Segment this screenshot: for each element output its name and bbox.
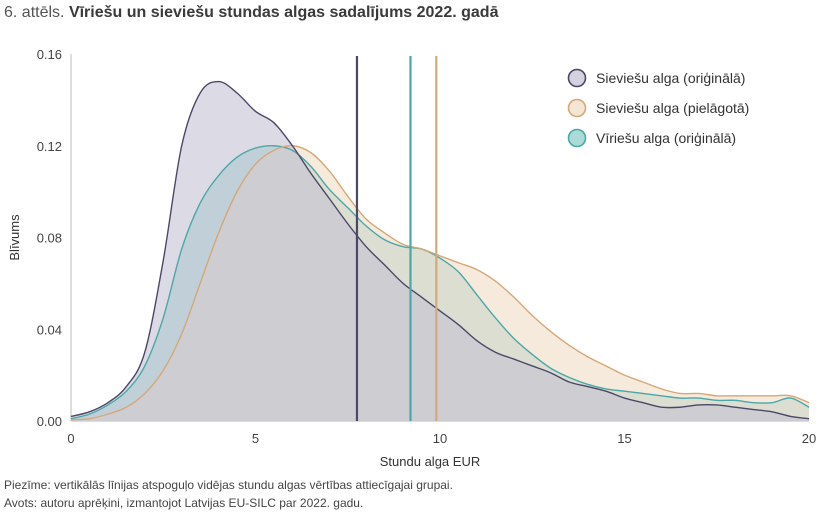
x-tick-label-1: 5: [252, 431, 259, 446]
figure-title: 6. attēls. Vīriešu un sieviešu stundas a…: [4, 4, 498, 22]
y-tick-label-0: 0.00: [37, 414, 62, 429]
x-tick-label-2: 10: [433, 431, 447, 446]
legend-label-1: Sieviešu alga (pielāgotā): [596, 100, 749, 116]
legend-marker-0: [567, 128, 587, 148]
x-tick-label-3: 15: [617, 431, 631, 446]
chart-note: Piezīme: vertikālās līnijas atspoguļo vi…: [4, 478, 453, 492]
y-axis-label: Blīvums: [7, 214, 22, 261]
series-area-2: [71, 81, 809, 421]
y-tick-label-4: 0.16: [37, 47, 62, 62]
y-tick-label-1: 0.04: [37, 322, 62, 337]
legend-marker-1: [567, 98, 587, 118]
y-tick-label-3: 0.12: [37, 139, 62, 154]
chart-source: Avots: autoru aprēķini, izmantojot Latvi…: [4, 496, 364, 510]
series-line-0: [70, 144, 810, 420]
x-axis-label: Stundu alga EUR: [380, 454, 480, 469]
density-chart: 0 5 10 15 20 0.00 0.04 0.08 0.12 0.16 Stundu alga …: [7, 47, 816, 469]
legend-marker-2: [567, 68, 587, 88]
y-tick-label-2: 0.08: [37, 231, 62, 246]
x-tick-label-4: 20: [802, 431, 816, 446]
x-tick-label-0: 0: [67, 431, 74, 446]
legend-label-0: Vīriešu alga (oriģinālā): [596, 130, 736, 146]
figure-title-text: Vīriešu un sieviešu stundas algas sadalī…: [68, 4, 499, 21]
legend-label-2: Sieviešu alga (oriģinālā): [596, 70, 745, 86]
figure-number: 6. attēls.: [4, 4, 65, 21]
series-line-1: [70, 145, 810, 421]
